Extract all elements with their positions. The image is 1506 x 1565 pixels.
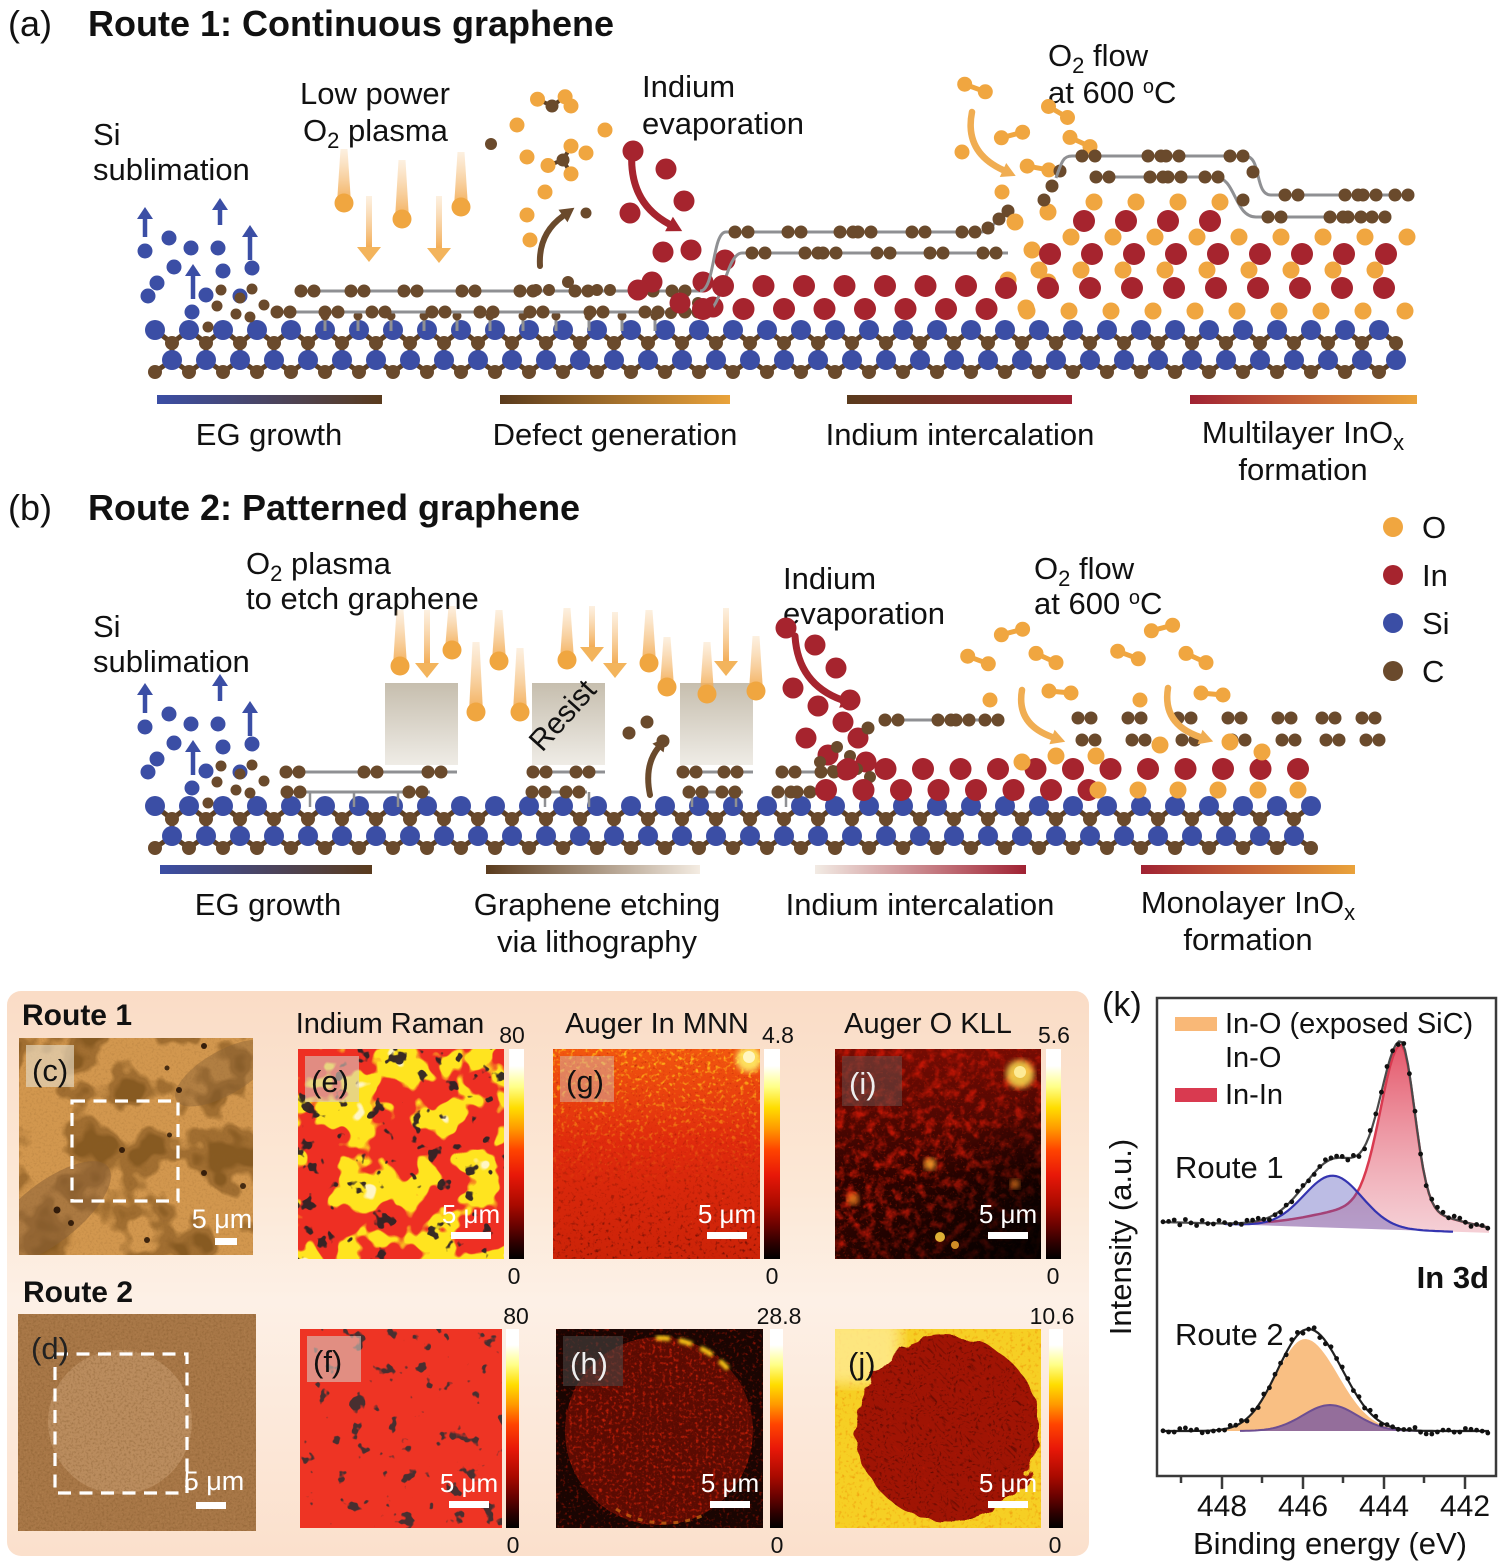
svg-text:(d): (d) [31, 1331, 69, 1366]
svg-text:Si: Si [1422, 606, 1450, 641]
svg-text:(e): (e) [311, 1064, 349, 1099]
svg-text:(g): (g) [566, 1064, 604, 1099]
svg-text:via lithography: via lithography [497, 924, 697, 959]
svg-text:at 600 oC: at 600 oC [1034, 586, 1162, 621]
svg-text:(k): (k) [1102, 986, 1142, 1024]
svg-text:evaporation: evaporation [783, 596, 945, 631]
svg-text:Intensity (a.u.): Intensity (a.u.) [1103, 1139, 1138, 1335]
svg-text:5 μm: 5 μm [979, 1199, 1037, 1229]
svg-text:In-O: In-O [1225, 1042, 1281, 1074]
svg-text:at 600 oC: at 600 oC [1048, 75, 1176, 110]
svg-text:evaporation: evaporation [642, 106, 804, 141]
svg-text:(a): (a) [8, 3, 52, 44]
svg-text:5 μm: 5 μm [440, 1468, 498, 1498]
svg-text:EG growth: EG growth [196, 417, 342, 452]
svg-text:formation: formation [1183, 922, 1312, 957]
svg-text:Route 2: Route 2 [1175, 1317, 1284, 1352]
svg-text:Route 1: Continuous graphene: Route 1: Continuous graphene [88, 3, 614, 44]
svg-text:In-O (exposed SiC): In-O (exposed SiC) [1225, 1008, 1473, 1040]
svg-text:(j): (j) [848, 1346, 876, 1381]
svg-text:Graphene etching: Graphene etching [474, 887, 720, 922]
svg-text:Monolayer InOx: Monolayer InOx [1141, 885, 1355, 925]
svg-text:C: C [1422, 654, 1444, 689]
svg-text:Binding energy (eV): Binding energy (eV) [1193, 1526, 1467, 1561]
svg-text:448: 448 [1197, 1490, 1247, 1523]
svg-text:442: 442 [1440, 1490, 1490, 1523]
svg-text:EG growth: EG growth [195, 887, 341, 922]
svg-text:In 3d: In 3d [1417, 1260, 1489, 1295]
svg-text:Route 1: Route 1 [1175, 1150, 1284, 1185]
svg-text:Indium: Indium [642, 69, 735, 104]
svg-text:O2 plasma: O2 plasma [246, 546, 392, 586]
svg-text:Si: Si [93, 609, 121, 644]
svg-text:sublimation: sublimation [93, 644, 250, 679]
svg-text:(h): (h) [570, 1346, 608, 1381]
svg-text:5 μm: 5 μm [979, 1468, 1037, 1498]
svg-text:5 μm: 5 μm [192, 1204, 253, 1234]
svg-text:O: O [1422, 510, 1446, 545]
svg-text:O2 plasma: O2 plasma [303, 113, 449, 153]
svg-text:5 μm: 5 μm [442, 1199, 500, 1229]
svg-text:Si: Si [93, 117, 121, 152]
svg-text:5 μm: 5 μm [698, 1199, 756, 1229]
svg-text:(b): (b) [8, 487, 52, 528]
svg-text:Indium intercalation: Indium intercalation [786, 887, 1055, 922]
svg-text:446: 446 [1278, 1490, 1328, 1523]
svg-text:(f): (f) [313, 1344, 342, 1379]
svg-text:to etch graphene: to etch graphene [246, 581, 479, 616]
svg-text:Indium: Indium [783, 561, 876, 596]
svg-text:In-In: In-In [1225, 1079, 1283, 1111]
svg-text:5 μm: 5 μm [184, 1466, 245, 1496]
svg-text:O2 flow: O2 flow [1034, 551, 1135, 591]
svg-text:O2 flow: O2 flow [1048, 38, 1149, 78]
svg-text:(i): (i) [849, 1066, 877, 1101]
svg-text:sublimation: sublimation [93, 152, 250, 187]
svg-text:formation: formation [1238, 452, 1367, 487]
svg-text:5 μm: 5 μm [701, 1468, 759, 1498]
svg-text:Indium intercalation: Indium intercalation [826, 417, 1095, 452]
svg-text:Defect generation: Defect generation [493, 417, 738, 452]
svg-text:(c): (c) [32, 1053, 68, 1088]
svg-text:Low power: Low power [300, 76, 450, 111]
svg-text:Multilayer InOx: Multilayer InOx [1202, 415, 1404, 455]
svg-text:Route 2: Patterned graphene: Route 2: Patterned graphene [88, 487, 580, 528]
svg-text:In: In [1422, 558, 1448, 593]
svg-text:444: 444 [1359, 1490, 1409, 1523]
